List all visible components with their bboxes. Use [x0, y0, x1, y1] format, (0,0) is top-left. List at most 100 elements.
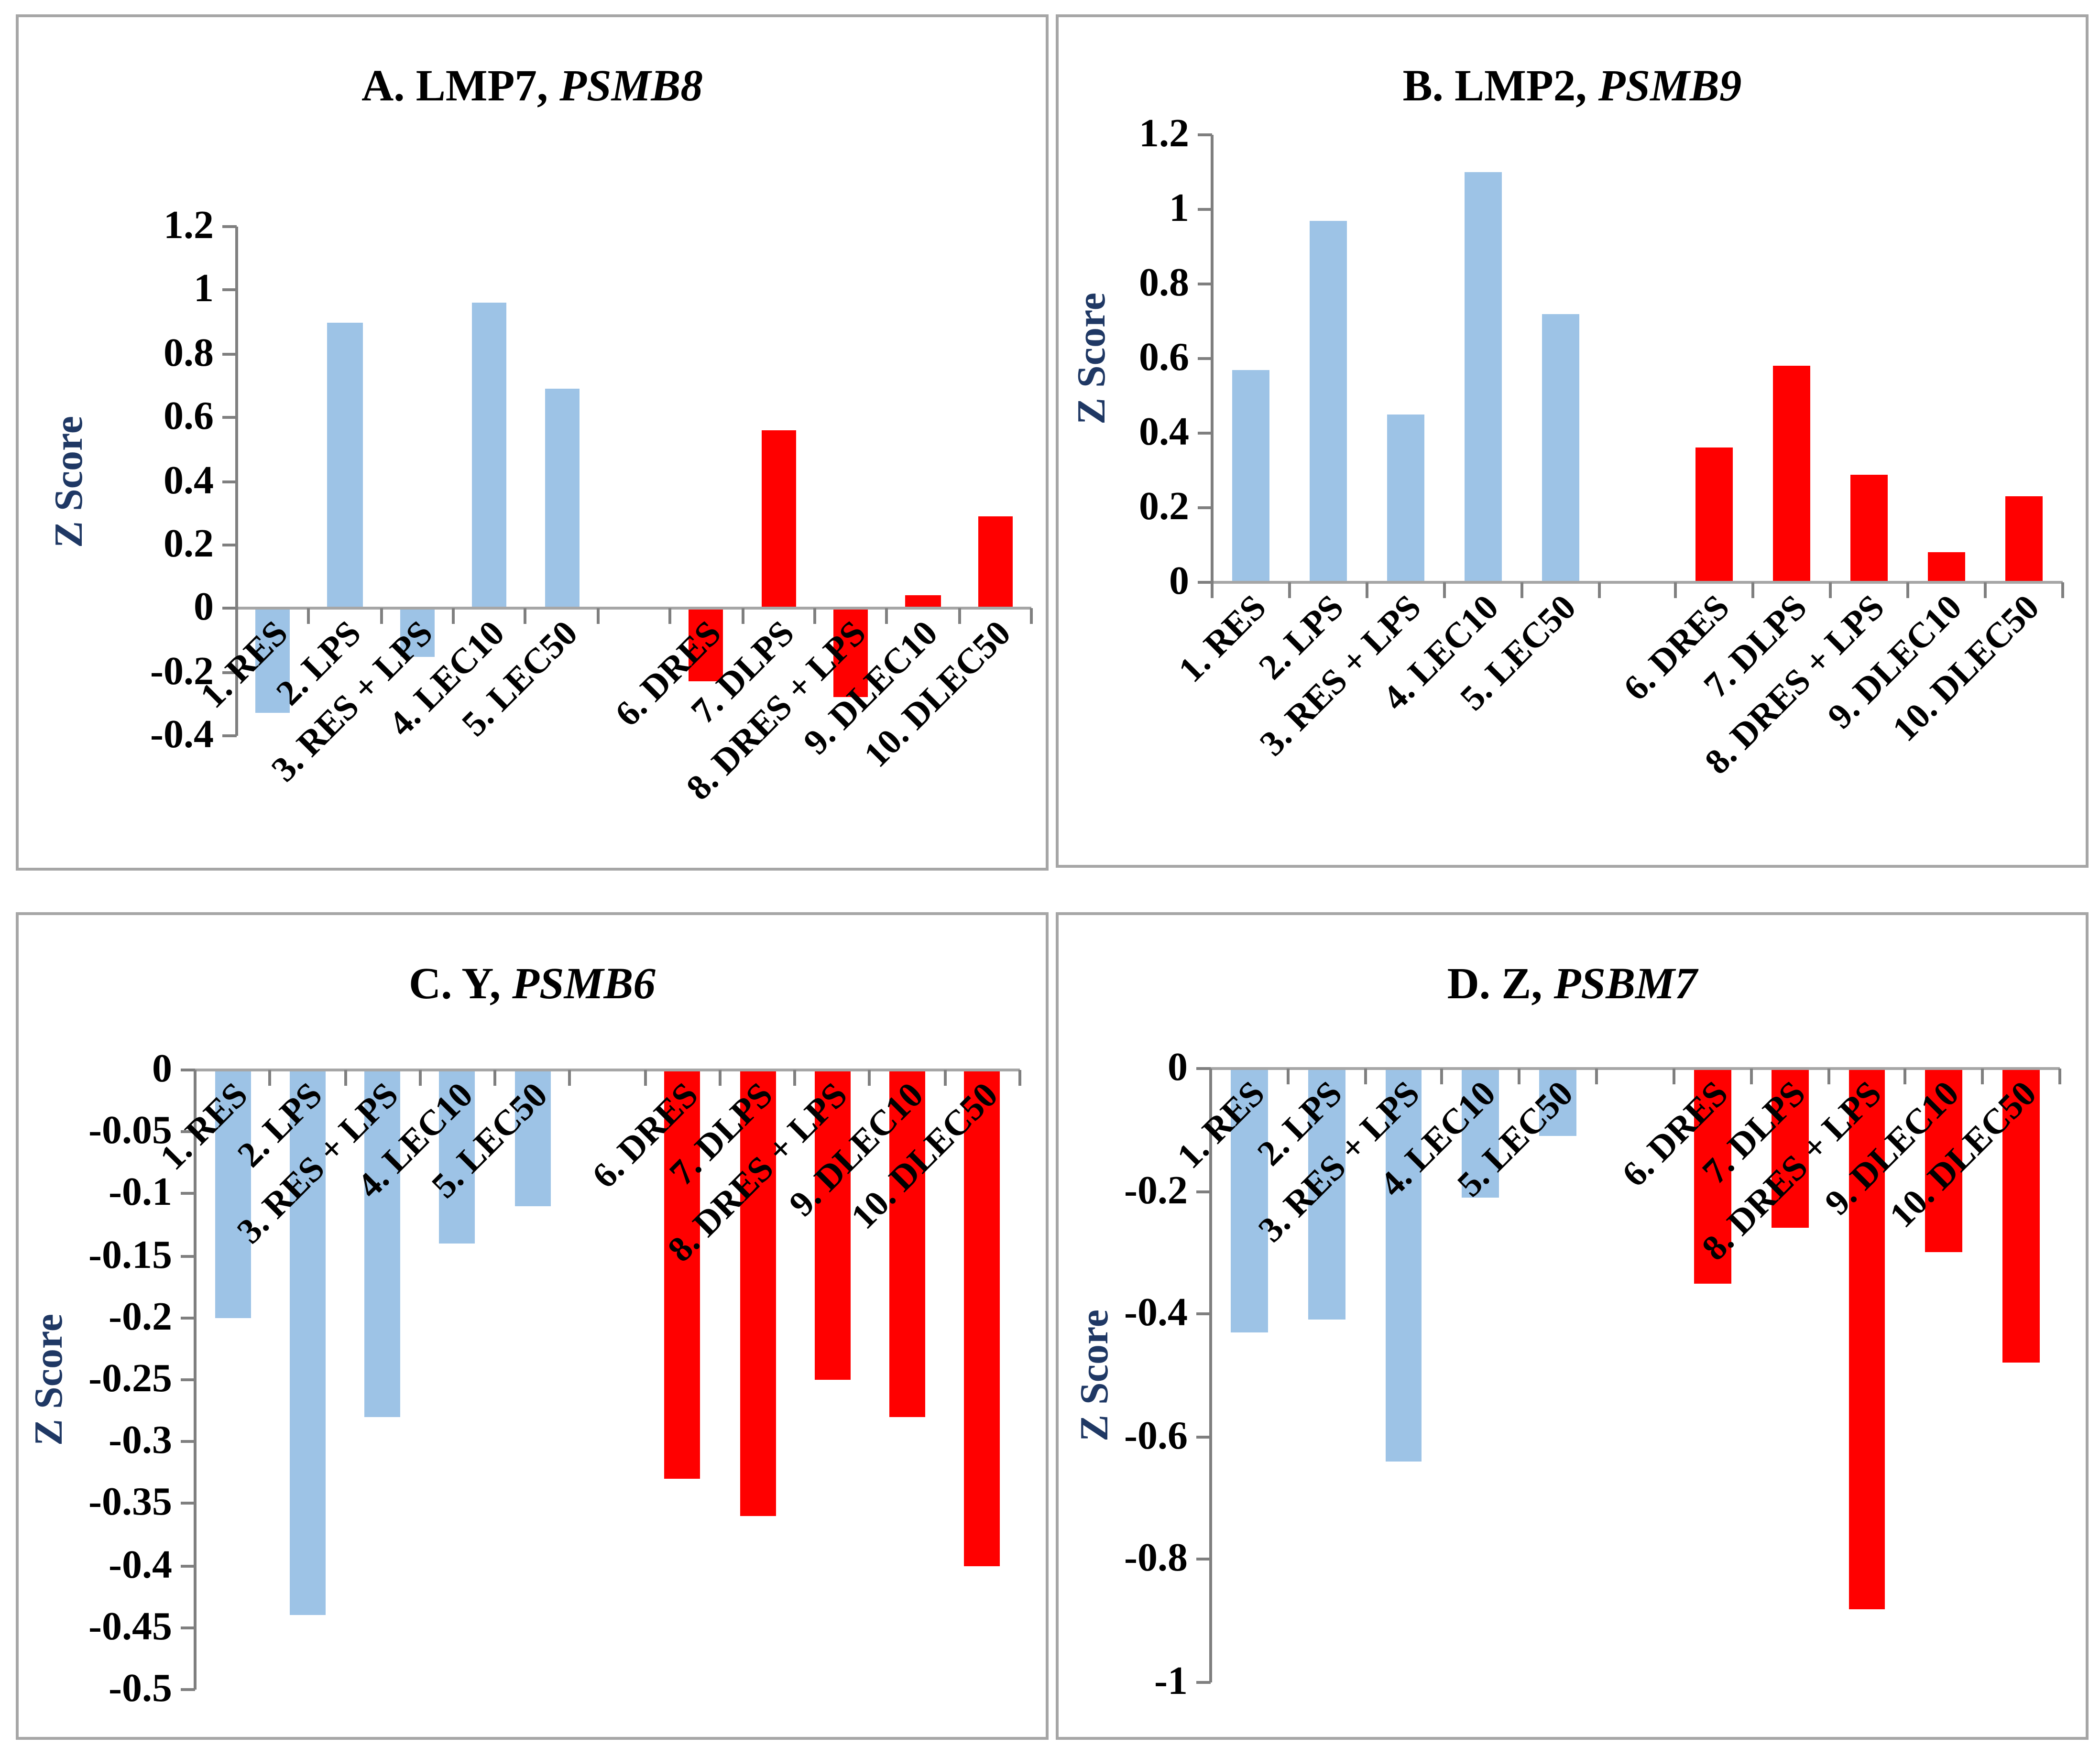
category-tick [1365, 582, 1368, 598]
panel-d-z-psbm7: D. Z, PSBM7 Z Score 0 -0.2 -0.4 -0.6 -0.8 -1 1.… [1056, 912, 2089, 1740]
category-tick [957, 608, 961, 624]
category-tick [2058, 1069, 2061, 1084]
bar-2-lps [328, 322, 362, 609]
y-tick-label: 1 [1169, 186, 1189, 231]
y-axis-tick [222, 416, 237, 419]
y-axis-tick [1196, 1681, 1211, 1684]
y-axis-tick [181, 1316, 195, 1320]
panel-c-y-psmb6: C. Y, PSMB6 Z Score 0 -0.05 -0.1 -0.15 -0.2 -0… [16, 912, 1049, 1740]
panel-a-lmp7-psmb8: A. LMP7, PSMB8 Z Score 1.2 1 0.8 0.6 0.4 0.2 0-… [16, 14, 1049, 871]
y-tick-label: 0 [1168, 1046, 1188, 1090]
y-axis-tick [181, 1502, 195, 1506]
y-tick-label: 1.2 [164, 204, 214, 248]
category-tick [1827, 1069, 1830, 1084]
panel-title: C. Y, PSMB6 [19, 958, 1046, 1010]
y-tick-label: 0.6 [164, 394, 214, 439]
y-tick-label: -0.3 [109, 1419, 172, 1463]
category-tick [1981, 1069, 1984, 1084]
bar-6-dres [1696, 448, 1734, 582]
category-tick [1363, 1069, 1367, 1084]
bar-10-dlec50 [978, 516, 1013, 609]
y-axis-tick [222, 734, 237, 737]
category-tick [235, 608, 238, 624]
y-tick-label: -0.15 [88, 1233, 172, 1277]
y-tick-label: -0.05 [88, 1109, 172, 1154]
y-tick-label: -0.5 [109, 1667, 172, 1711]
bar-1-res [1232, 370, 1269, 582]
panel-title: D. Z, PSBM7 [1059, 958, 2086, 1010]
category-tick [380, 608, 383, 624]
bar-9-dlec10 [1925, 1069, 1963, 1253]
bar-8-dres-lps [833, 608, 868, 698]
plot-area: 0 -0.2 -0.4 -0.6 -0.8 -1 1. RES 2. LPS 3. RES + … [1124, 1046, 2061, 1704]
bar-7-dlps [1771, 1069, 1808, 1228]
y-axis-tick [1198, 581, 1212, 584]
bar-5-lec50 [514, 1070, 551, 1207]
category-tick [2061, 582, 2064, 598]
category-tick [493, 1070, 497, 1086]
panel-title-prefix: A. LMP7, [361, 60, 548, 110]
y-tick-label: -0.2 [150, 649, 214, 694]
bar-10-dlec50 [964, 1070, 1001, 1566]
y-tick-label: 0 [1169, 559, 1189, 604]
panel-title-prefix: B. LMP2, [1402, 60, 1587, 110]
y-axis-tick [181, 1626, 195, 1629]
bar-2-lps [1308, 1069, 1345, 1320]
category-tick [452, 608, 455, 624]
gene-name: PSMB9 [1598, 60, 1742, 110]
y-axis-tick [181, 1378, 195, 1381]
category-tick [668, 608, 672, 624]
y-axis-tick [181, 1069, 195, 1071]
y-axis-tick [222, 480, 237, 483]
bar-5-lec50 [1539, 1069, 1577, 1136]
category-tick [1209, 1069, 1212, 1084]
bar-6-dres [689, 608, 724, 682]
bar-2-lps [289, 1070, 326, 1615]
category-tick [1030, 608, 1033, 624]
gene-name: PSBM7 [1553, 958, 1697, 1008]
bar-1-res [1230, 1069, 1268, 1333]
y-tick-label: -0.4 [1124, 1291, 1188, 1336]
y-tick-label: 0 [194, 585, 214, 630]
panel-b-lmp2-psmb9: B. LMP2, PSMB9 Z Score 1.2 1 0.8 0.6 0.4 0.2 0 1… [1056, 14, 2089, 868]
bar-4-lec10 [1462, 1069, 1499, 1198]
category-axis-line [237, 607, 1031, 610]
category-tick [813, 608, 816, 624]
y-tick-label: 0.8 [1139, 261, 1189, 306]
category-tick [793, 1070, 797, 1086]
bar-5-lec50 [1541, 314, 1579, 582]
category-tick [1906, 582, 1910, 598]
plot-area: 1.2 1 0.8 0.6 0.4 0.2 0 -0.2 -0.4 1. RES 2. LPS 3. … [150, 204, 1033, 808]
y-axis-tick [181, 1440, 195, 1443]
y-tick-label: 0 [152, 1047, 172, 1091]
y-tick-label: -0.25 [88, 1357, 172, 1401]
y-tick-label: -0.4 [150, 713, 214, 757]
bar-4-lec10 [439, 1070, 476, 1244]
y-axis-tick [1198, 432, 1212, 435]
category-tick [596, 608, 600, 624]
bar-3-res-lps [1387, 415, 1424, 582]
bar-10-dlec50 [2005, 496, 2043, 582]
panel-title-prefix: D. Z, [1447, 958, 1542, 1008]
bar-8-dres-lps [1848, 1069, 1886, 1609]
category-tick [1018, 1070, 1021, 1086]
category-tick [718, 1070, 722, 1086]
category-tick [885, 608, 888, 624]
category-tick [1520, 582, 1523, 598]
y-tick-label: -0.45 [88, 1604, 172, 1649]
category-tick [741, 608, 744, 624]
y-tick-label: 0.2 [164, 522, 214, 567]
category-tick [194, 1070, 197, 1086]
bar-3-res-lps [1385, 1069, 1422, 1462]
category-tick [1441, 1069, 1444, 1084]
y-axis-tick [222, 225, 237, 228]
y-tick-label: 0.6 [1139, 336, 1189, 380]
y-tick-label: 0.4 [164, 458, 214, 503]
bar-5-lec50 [544, 389, 580, 609]
y-axis-tick [222, 289, 237, 292]
y-axis-tick [222, 543, 237, 546]
y-tick-label: 1 [194, 267, 214, 312]
bar-2-lps [1309, 220, 1347, 582]
y-tick-label: -0.2 [109, 1295, 172, 1340]
